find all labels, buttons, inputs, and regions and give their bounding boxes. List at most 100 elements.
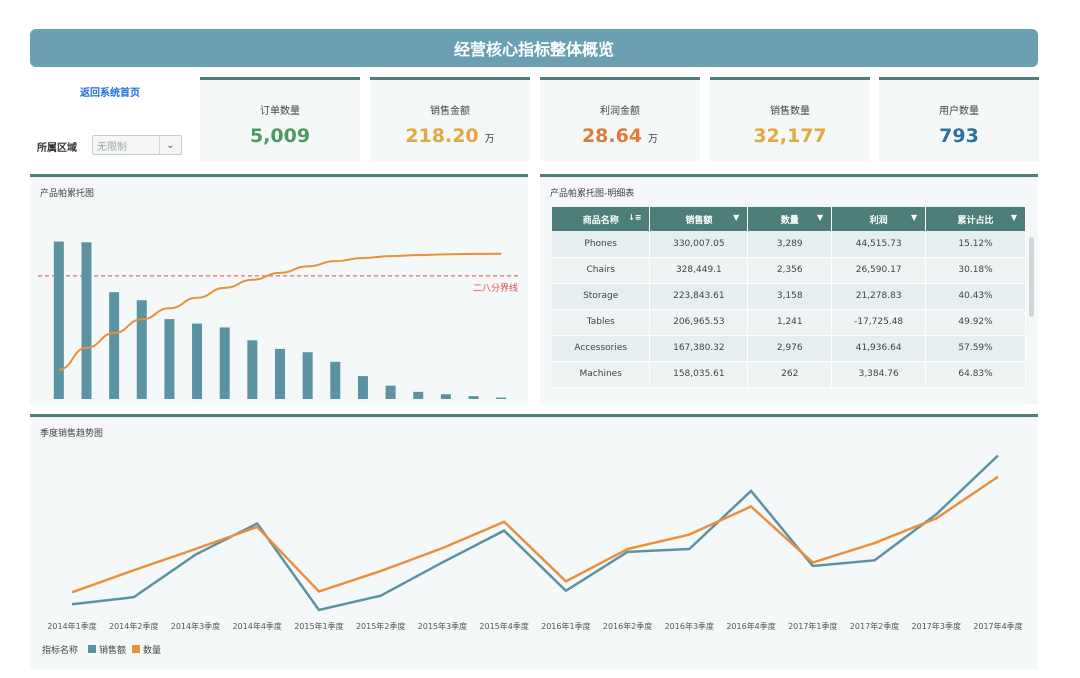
table-cell: 57.59% — [925, 335, 1026, 362]
trend-panel: 季度销售趋势图 2014年1季度 2014年2季度 2014年3季度 2014年4季度… — [30, 414, 1038, 670]
pareto-bar[interactable] — [192, 323, 203, 399]
table-row[interactable]: Storage 223,843.61 3,158 21,278.83 40.43% — [552, 283, 1026, 310]
pareto-panel: 产品帕累托图 二八分界线 — [30, 174, 528, 404]
sales-series-line[interactable] — [71, 454, 999, 612]
column-header[interactable]: 数量 ▼ — [747, 207, 833, 231]
legend-item-quantity[interactable]: 数量 — [132, 643, 161, 656]
table-cell: -17,725.48 — [831, 309, 927, 336]
legend-label: 销售额 — [99, 646, 127, 656]
cumulative-line[interactable] — [58, 252, 502, 371]
table-row[interactable]: Tables 206,965.53 1,241 -17,725.48 49.92% — [552, 309, 1026, 336]
table-cell: 15.12% — [925, 231, 1026, 258]
table-cell: 223,843.61 — [649, 283, 749, 310]
table-cell: 40.43% — [925, 283, 1026, 310]
trend-chart: 2014年1季度 2014年2季度 2014年3季度 2014年4季度 2015年1季度… — [47, 454, 1023, 631]
home-link[interactable]: 返回系统首页 — [80, 88, 140, 99]
x-tick-label: 2014年1季度 — [47, 621, 96, 631]
x-tick-label: 2015年2季度 — [356, 621, 405, 631]
pareto-bar[interactable] — [496, 397, 507, 399]
caret-down-icon[interactable]: ▼ — [817, 212, 824, 222]
x-tick-label: 2017年3季度 — [912, 621, 961, 631]
table-row[interactable]: Chairs 328,449.1 2,356 26,590.17 30.18% — [552, 257, 1026, 284]
table-cell: 30.18% — [925, 257, 1026, 284]
region-select[interactable]: 无限制 ⌄ — [92, 135, 182, 155]
table-row[interactable]: Accessories 167,380.32 2,976 41,936.64 57.59… — [552, 335, 1026, 362]
caret-down-icon[interactable]: ▼ — [910, 212, 918, 222]
kpi-card-sales: 销售金额 218.20 万 — [370, 77, 530, 161]
pareto-bar[interactable] — [440, 394, 451, 399]
x-tick-label: 2014年3季度 — [171, 621, 220, 631]
table-cell: Chairs — [552, 257, 651, 284]
table-cell: 2,976 — [747, 335, 833, 362]
pareto-bar[interactable] — [219, 327, 230, 399]
column-header-label: 累计占比 — [957, 215, 994, 226]
detail-table: 商品名称 ↓≡ 销售额 ▼ 数量 ▼ 利润 ▼ 累计占比 ▼ Phones 330,007.… — [552, 207, 1026, 388]
pareto-bar[interactable] — [385, 385, 396, 399]
legend-item-sales[interactable]: 销售额 — [88, 643, 126, 656]
legend-title: 指标名称 — [42, 646, 79, 656]
column-header[interactable]: 累计占比 ▼ — [925, 207, 1026, 231]
page-title: 经营核心指标整体概览 — [30, 29, 1038, 67]
pareto-chart: 二八分界线 — [38, 241, 518, 399]
region-select-value: 无限制 — [97, 141, 127, 153]
pareto-bar[interactable] — [302, 352, 313, 399]
x-tick-label: 2017年4季度 — [973, 621, 1022, 631]
kpi-value-number: 5,009 — [249, 125, 311, 147]
pareto-bar[interactable] — [413, 391, 424, 399]
table-cell: 49.92% — [925, 309, 1026, 336]
quantity-series-line[interactable] — [71, 475, 999, 594]
x-tick-label: 2015年3季度 — [418, 621, 467, 631]
kpi-value: 32,177 — [710, 125, 870, 147]
table-cell: 41,936.64 — [831, 335, 927, 362]
trend-legend: 指标名称 销售额 数量 — [42, 643, 161, 656]
chevron-down-icon[interactable]: ⌄ — [159, 136, 181, 154]
pareto-bar[interactable] — [468, 396, 479, 399]
column-header[interactable]: 商品名称 ↓≡ — [552, 207, 651, 231]
kpi-value: 793 — [879, 125, 1039, 147]
kpi-label: 销售数量 — [770, 106, 810, 117]
caret-down-icon[interactable]: ▼ — [1010, 212, 1017, 222]
pareto-bar[interactable] — [164, 319, 175, 399]
caret-down-icon[interactable]: ▼ — [733, 212, 740, 222]
kpi-card-quantity: 销售数量 32,177 — [710, 77, 870, 161]
table-cell: 64.83% — [925, 361, 1026, 388]
table-cell: Tables — [552, 309, 651, 336]
pareto-bar[interactable] — [53, 241, 64, 399]
legend-label: 数量 — [143, 646, 162, 656]
pareto-bar[interactable] — [136, 300, 147, 399]
page-title-text: 经营核心指标整体概览 — [453, 40, 614, 59]
kpi-value-number: 32,177 — [753, 125, 827, 147]
table-cell: Accessories — [552, 335, 651, 362]
pareto-bar[interactable] — [357, 376, 368, 399]
x-tick-label: 2016年3季度 — [665, 621, 714, 631]
table-cell: Storage — [552, 283, 651, 310]
table-cell: 3,289 — [747, 231, 833, 258]
pareto-bar[interactable] — [275, 348, 285, 399]
scrollbar[interactable] — [1029, 237, 1034, 317]
table-row[interactable]: Machines 158,035.61 262 3,384.76 64.83% — [552, 361, 1026, 388]
kpi-label: 利润金额 — [600, 106, 640, 117]
column-header-label: 数量 — [780, 215, 799, 226]
kpi-value-number: 793 — [939, 125, 979, 147]
kpi-value-number: 28.64 — [581, 125, 643, 147]
table-cell: 167,380.32 — [649, 335, 749, 362]
column-header[interactable]: 销售额 ▼ — [649, 207, 749, 231]
table-cell: Phones — [552, 231, 651, 258]
pareto-bar[interactable] — [109, 292, 120, 399]
kpi-value: 5,009 — [200, 125, 360, 147]
pareto-bar[interactable] — [81, 242, 92, 399]
kpi-value-number: 218.20 — [405, 125, 479, 147]
pareto-bar[interactable] — [247, 340, 258, 399]
pareto-bar[interactable] — [330, 361, 341, 399]
x-tick-label: 2014年2季度 — [109, 621, 158, 631]
sort-icon[interactable]: ↓≡ — [628, 212, 642, 222]
x-tick-label: 2017年1季度 — [788, 621, 837, 631]
column-header[interactable]: 利润 ▼ — [831, 207, 927, 231]
detail-table-title: 产品帕累托图-明细表 — [550, 189, 635, 199]
column-header-label: 利润 — [869, 215, 888, 226]
column-header-label: 销售额 — [685, 215, 713, 226]
x-tick-label: 2016年1季度 — [541, 621, 590, 631]
kpi-label: 销售金额 — [430, 106, 470, 117]
table-row[interactable]: Phones 330,007.05 3,289 44,515.73 15.12% — [552, 231, 1026, 258]
threshold-label: 二八分界线 — [473, 282, 518, 294]
